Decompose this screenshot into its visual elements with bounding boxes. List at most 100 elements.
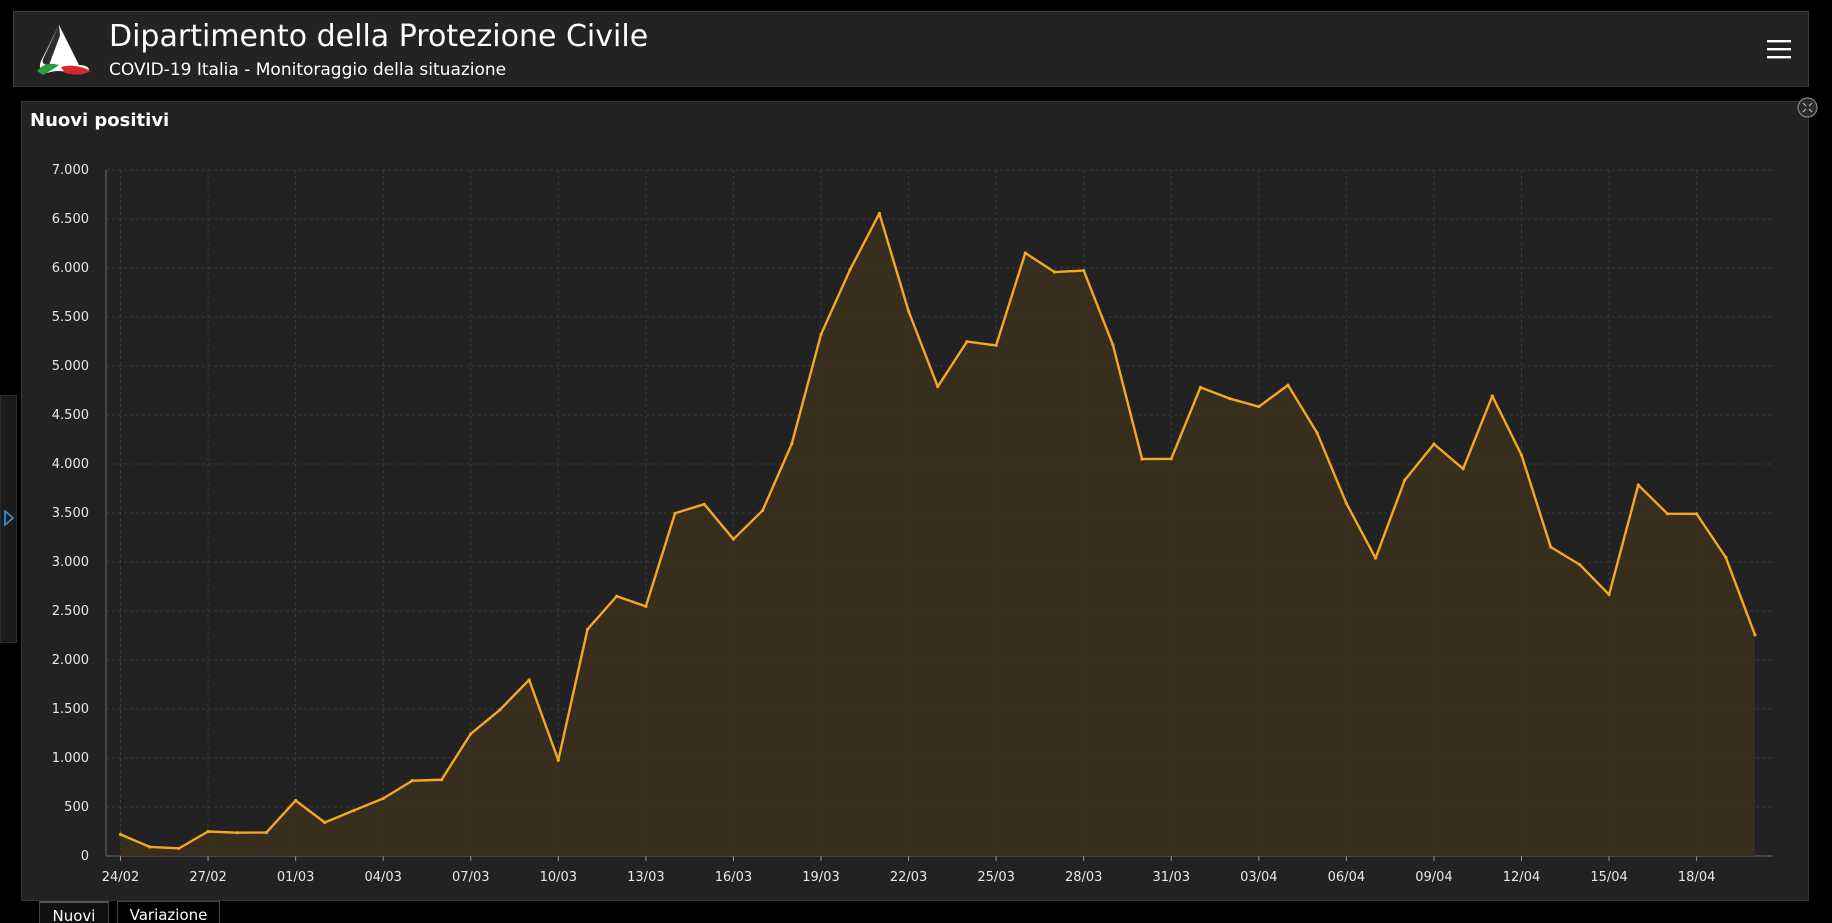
data-point: [1549, 545, 1553, 549]
protezione-civile-logo: [37, 25, 91, 75]
x-tick-label: 04/03: [364, 870, 401, 885]
data-point: [410, 779, 414, 783]
data-point: [994, 343, 998, 348]
data-point: [1403, 478, 1407, 482]
expand-icon[interactable]: [1797, 97, 1818, 118]
x-tick-label: 31/03: [1153, 870, 1190, 885]
data-point: [352, 808, 356, 812]
data-point: [1461, 467, 1465, 471]
data-point: [1140, 457, 1144, 461]
side-panel-toggle[interactable]: [0, 395, 17, 643]
data-point: [1373, 556, 1378, 560]
data-point: [936, 385, 940, 389]
app-title: Dipartimento della Protezione Civile: [109, 19, 649, 54]
data-point: [1432, 442, 1436, 446]
data-point: [1052, 270, 1057, 274]
data-point: [615, 594, 619, 598]
data-point: [702, 502, 706, 506]
x-tick-label: 12/04: [1503, 870, 1540, 885]
x-tick-label: 06/04: [1328, 870, 1365, 885]
y-tick-label: 0: [81, 849, 89, 864]
app-header: Dipartimento della Protezione Civile COV…: [13, 11, 1809, 87]
x-tick-label: 07/03: [452, 870, 489, 885]
tab-nuovi[interactable]: Nuovi: [39, 901, 109, 923]
data-point: [469, 732, 473, 736]
data-point: [1257, 405, 1261, 409]
x-tick-label: 25/03: [977, 870, 1014, 885]
data-point: [1228, 396, 1232, 401]
data-point: [118, 832, 123, 836]
data-point: [323, 820, 327, 825]
data-point: [1695, 512, 1699, 516]
x-tick-label: 22/03: [890, 870, 927, 885]
data-point: [148, 845, 152, 849]
data-point: [527, 678, 531, 682]
data-point: [965, 340, 969, 344]
data-point: [1753, 633, 1757, 637]
data-point: [1578, 563, 1582, 567]
hamburger-menu-icon[interactable]: [1766, 36, 1792, 62]
y-tick-label: 3.000: [52, 555, 89, 570]
x-tick-label: 01/03: [277, 870, 314, 885]
data-point: [1315, 431, 1319, 435]
data-point: [1344, 501, 1348, 505]
data-point: [439, 778, 444, 782]
data-point: [819, 332, 823, 337]
tab-variazione[interactable]: Variazione: [117, 901, 220, 923]
data-point: [906, 309, 911, 313]
data-point: [1490, 394, 1494, 398]
data-point: [1286, 383, 1290, 387]
data-point: [556, 758, 560, 762]
data-point: [177, 846, 181, 850]
chart-panel: Nuovi positivi 0 500 1.000 1.500 2.000 2.500 3…: [21, 101, 1809, 901]
data-point: [1111, 343, 1115, 347]
data-point: [1724, 555, 1728, 559]
data-point: [294, 798, 298, 803]
data-point: [235, 831, 239, 835]
data-point: [585, 627, 590, 631]
x-tick-label: 24/02: [102, 870, 139, 885]
data-point: [1636, 483, 1640, 487]
data-point: [1023, 251, 1027, 255]
y-tick-label: 6.000: [52, 261, 89, 276]
y-tick-label: 6.500: [52, 212, 89, 227]
y-tick-label: 3.500: [52, 506, 89, 521]
y-tick-label: 5.000: [52, 359, 89, 374]
chart-title: Nuovi positivi: [30, 110, 170, 131]
data-point: [206, 829, 210, 834]
data-point: [644, 604, 648, 608]
data-point: [498, 708, 502, 712]
x-tick-label: 13/03: [627, 870, 664, 885]
data-point: [1082, 268, 1086, 273]
data-point: [1607, 593, 1611, 597]
x-tick-label: 27/02: [189, 870, 226, 885]
data-point: [848, 267, 852, 271]
y-tick-label: 500: [64, 800, 89, 815]
data-point: [761, 508, 765, 513]
data-point: [877, 211, 881, 216]
data-point: [264, 830, 269, 835]
x-tick-label: 28/03: [1065, 870, 1102, 885]
series-area: [120, 213, 1755, 856]
x-tick-label: 15/04: [1590, 870, 1627, 885]
x-tick-label: 16/03: [715, 870, 752, 885]
x-tick-label: 09/04: [1415, 870, 1452, 885]
x-tick-label: 18/04: [1678, 870, 1715, 885]
expand-right-icon: [4, 509, 15, 527]
data-point: [673, 511, 677, 515]
y-tick-label: 1.000: [52, 751, 89, 766]
y-tick-label: 7.000: [52, 163, 89, 178]
data-point: [1198, 385, 1203, 389]
y-tick-label: 1.500: [52, 702, 89, 717]
x-tick-label: 19/03: [802, 870, 839, 885]
data-point: [790, 442, 794, 446]
x-tick-label: 10/03: [540, 870, 577, 885]
data-point: [1665, 512, 1670, 516]
y-tick-label: 5.500: [52, 310, 89, 325]
y-tick-label: 4.000: [52, 457, 89, 472]
data-point: [1519, 453, 1524, 457]
x-tick-label: 03/04: [1240, 870, 1277, 885]
y-tick-label: 2.500: [52, 604, 89, 619]
data-point: [381, 796, 385, 801]
y-tick-label: 4.500: [52, 408, 89, 423]
